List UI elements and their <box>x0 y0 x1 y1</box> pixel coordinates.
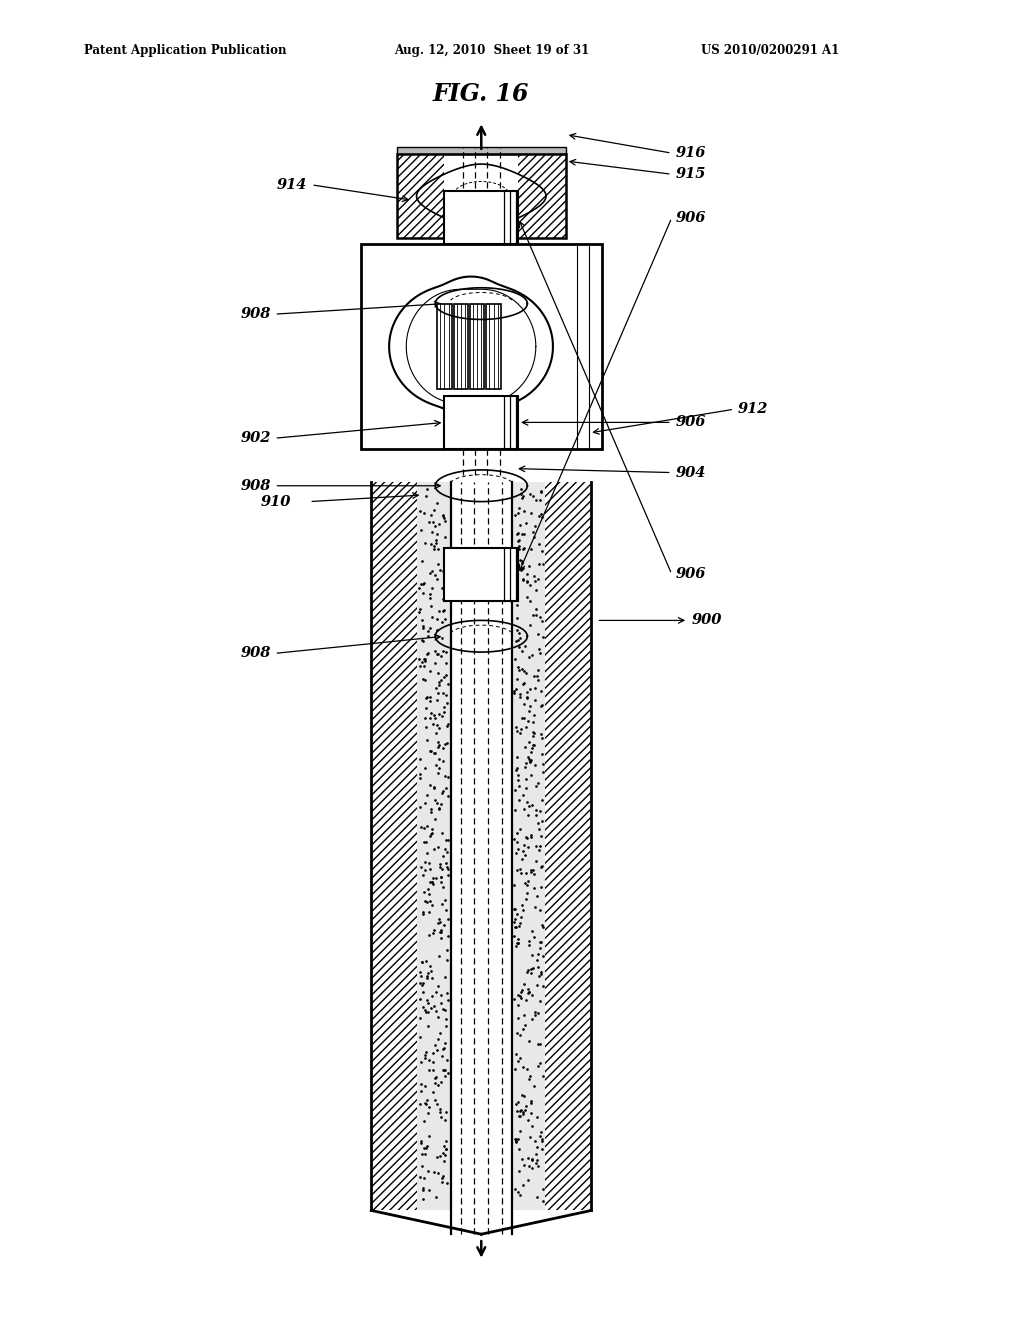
Bar <box>486 305 501 388</box>
Bar <box>437 305 452 388</box>
Bar <box>396 147 565 154</box>
Text: 904: 904 <box>676 466 707 479</box>
Bar <box>512 482 545 1210</box>
Text: 908: 908 <box>241 647 271 660</box>
Text: 912: 912 <box>737 403 768 416</box>
Text: 914: 914 <box>276 178 307 191</box>
Text: 900: 900 <box>691 614 722 627</box>
Bar <box>444 191 518 244</box>
Text: 906: 906 <box>676 211 707 224</box>
Text: Patent Application Publication: Patent Application Publication <box>84 44 287 57</box>
Bar <box>518 154 565 238</box>
Bar <box>444 396 518 449</box>
Text: 908: 908 <box>241 308 271 321</box>
Bar <box>470 305 484 388</box>
Text: 915: 915 <box>676 168 707 181</box>
Text: 902: 902 <box>241 432 271 445</box>
Text: FIG. 16: FIG. 16 <box>433 82 529 106</box>
Text: 910: 910 <box>261 495 292 508</box>
Bar <box>454 305 468 388</box>
Bar <box>371 482 418 1210</box>
Text: US 2010/0200291 A1: US 2010/0200291 A1 <box>701 44 840 57</box>
Bar <box>371 482 418 1210</box>
Bar <box>545 482 592 1210</box>
Bar <box>396 154 444 238</box>
Text: 908: 908 <box>241 479 271 492</box>
Text: 906: 906 <box>676 416 707 429</box>
Text: 916: 916 <box>676 147 707 160</box>
Text: Aug. 12, 2010  Sheet 19 of 31: Aug. 12, 2010 Sheet 19 of 31 <box>394 44 590 57</box>
Bar <box>418 482 451 1210</box>
Bar <box>360 244 601 449</box>
Text: 906: 906 <box>676 568 707 581</box>
Bar <box>396 154 565 238</box>
Bar <box>444 548 518 601</box>
